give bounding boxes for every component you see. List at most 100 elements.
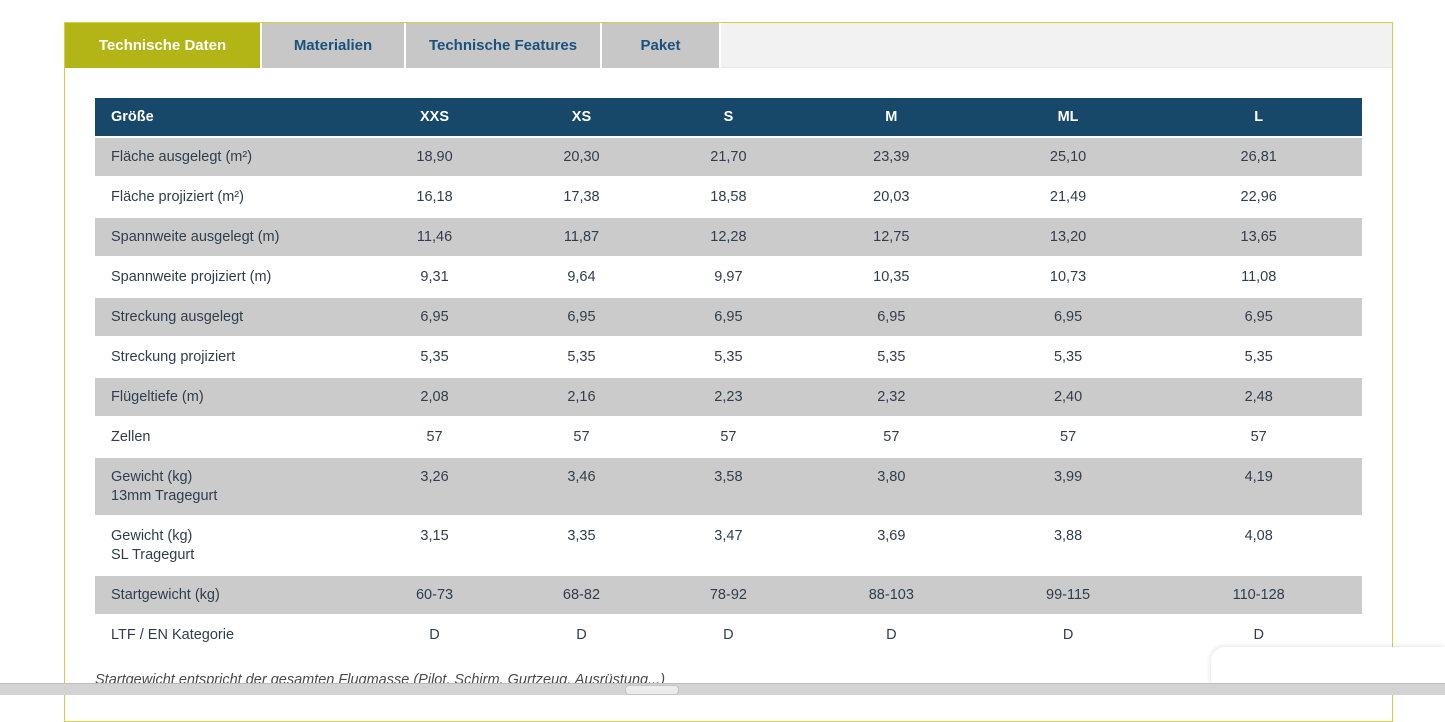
row-label-line1: Spannweite ausgelegt (m) — [111, 229, 279, 245]
value-cell: D — [981, 616, 1156, 654]
row-label-line1: Fläche projiziert (m²) — [111, 189, 244, 205]
value-cell: 99-115 — [981, 576, 1156, 614]
row-label: Gewicht (kg)SL Tragegurt — [95, 517, 361, 574]
value-cell: 20,03 — [802, 178, 981, 216]
value-cell: 57 — [802, 418, 981, 456]
row-label: LTF / EN Kategorie — [95, 616, 361, 654]
scrollbar-thumb[interactable] — [625, 685, 679, 695]
value-cell: 11,46 — [361, 218, 508, 256]
bottom-right-overlay — [1211, 647, 1445, 684]
value-cell: 2,08 — [361, 378, 508, 416]
value-cell: 2,16 — [508, 378, 655, 416]
column-header-size: XS — [508, 98, 655, 136]
value-cell: 13,20 — [981, 218, 1156, 256]
value-cell: 18,90 — [361, 138, 508, 176]
row-label: Gewicht (kg)13mm Tragegurt — [95, 458, 361, 515]
value-cell: 68-82 — [508, 576, 655, 614]
value-cell: 57 — [981, 418, 1156, 456]
row-label-line1: Flügeltiefe (m) — [111, 389, 204, 405]
value-cell: 6,95 — [655, 298, 802, 336]
row-label: Spannweite projiziert (m) — [95, 258, 361, 296]
value-cell: 20,30 — [508, 138, 655, 176]
row-label-line1: Spannweite projiziert (m) — [111, 269, 271, 285]
column-header-size: XXS — [361, 98, 508, 136]
value-cell: 26,81 — [1155, 138, 1362, 176]
value-cell: 21,49 — [981, 178, 1156, 216]
value-cell: 22,96 — [1155, 178, 1362, 216]
value-cell: 57 — [1155, 418, 1362, 456]
column-header-size: ML — [981, 98, 1156, 136]
row-label-line1: Streckung ausgelegt — [111, 309, 243, 325]
value-cell: 3,99 — [981, 458, 1156, 515]
value-cell: 18,58 — [655, 178, 802, 216]
value-cell: 110-128 — [1155, 576, 1362, 614]
row-label: Spannweite ausgelegt (m) — [95, 218, 361, 256]
value-cell: 10,73 — [981, 258, 1156, 296]
value-cell: 25,10 — [981, 138, 1156, 176]
tab-technische-daten[interactable]: Technische Daten — [65, 23, 260, 68]
row-label: Zellen — [95, 418, 361, 456]
value-cell: 2,32 — [802, 378, 981, 416]
value-cell: 57 — [508, 418, 655, 456]
value-cell: 5,35 — [1155, 338, 1362, 376]
value-cell: 6,95 — [981, 298, 1156, 336]
value-cell: 2,40 — [981, 378, 1156, 416]
value-cell: 21,70 — [655, 138, 802, 176]
row-label-line1: LTF / EN Kategorie — [111, 627, 234, 643]
value-cell: 9,31 — [361, 258, 508, 296]
value-cell: 4,19 — [1155, 458, 1362, 515]
row-label: Streckung ausgelegt — [95, 298, 361, 336]
value-cell: D — [802, 616, 981, 654]
column-header-label: Größe — [95, 98, 361, 136]
value-cell: 12,28 — [655, 218, 802, 256]
value-cell: 3,80 — [802, 458, 981, 515]
value-cell: 13,65 — [1155, 218, 1362, 256]
horizontal-scrollbar[interactable] — [0, 683, 1445, 695]
value-cell: 11,08 — [1155, 258, 1362, 296]
value-cell: 60-73 — [361, 576, 508, 614]
value-cell: D — [361, 616, 508, 654]
value-cell: 57 — [361, 418, 508, 456]
row-label-line1: Fläche ausgelegt (m²) — [111, 149, 252, 165]
row-label-line1: Startgewicht (kg) — [111, 587, 220, 603]
value-cell: 3,69 — [802, 517, 981, 574]
value-cell: 11,87 — [508, 218, 655, 256]
value-cell: 6,95 — [802, 298, 981, 336]
value-cell: 6,95 — [1155, 298, 1362, 336]
value-cell: 57 — [655, 418, 802, 456]
row-label-line1: Streckung projiziert — [111, 349, 235, 365]
value-cell: 12,75 — [802, 218, 981, 256]
row-label-line1: Gewicht (kg) — [111, 469, 192, 485]
value-cell: 23,39 — [802, 138, 981, 176]
column-header-size: M — [802, 98, 981, 136]
row-label-line1: Gewicht (kg) — [111, 528, 192, 544]
value-cell: 5,35 — [361, 338, 508, 376]
tab-technische-features[interactable]: Technische Features — [406, 23, 600, 68]
tab-paket[interactable]: Paket — [602, 23, 719, 68]
column-header-size: L — [1155, 98, 1362, 136]
value-cell: 10,35 — [802, 258, 981, 296]
value-cell: 3,47 — [655, 517, 802, 574]
row-label: Fläche ausgelegt (m²) — [95, 138, 361, 176]
value-cell: D — [508, 616, 655, 654]
value-cell: 17,38 — [508, 178, 655, 216]
tab-materialien[interactable]: Materialien — [262, 23, 404, 68]
row-label: Flügeltiefe (m) — [95, 378, 361, 416]
value-cell: 6,95 — [361, 298, 508, 336]
value-cell: 3,15 — [361, 517, 508, 574]
value-cell: D — [655, 616, 802, 654]
value-cell: 5,35 — [802, 338, 981, 376]
